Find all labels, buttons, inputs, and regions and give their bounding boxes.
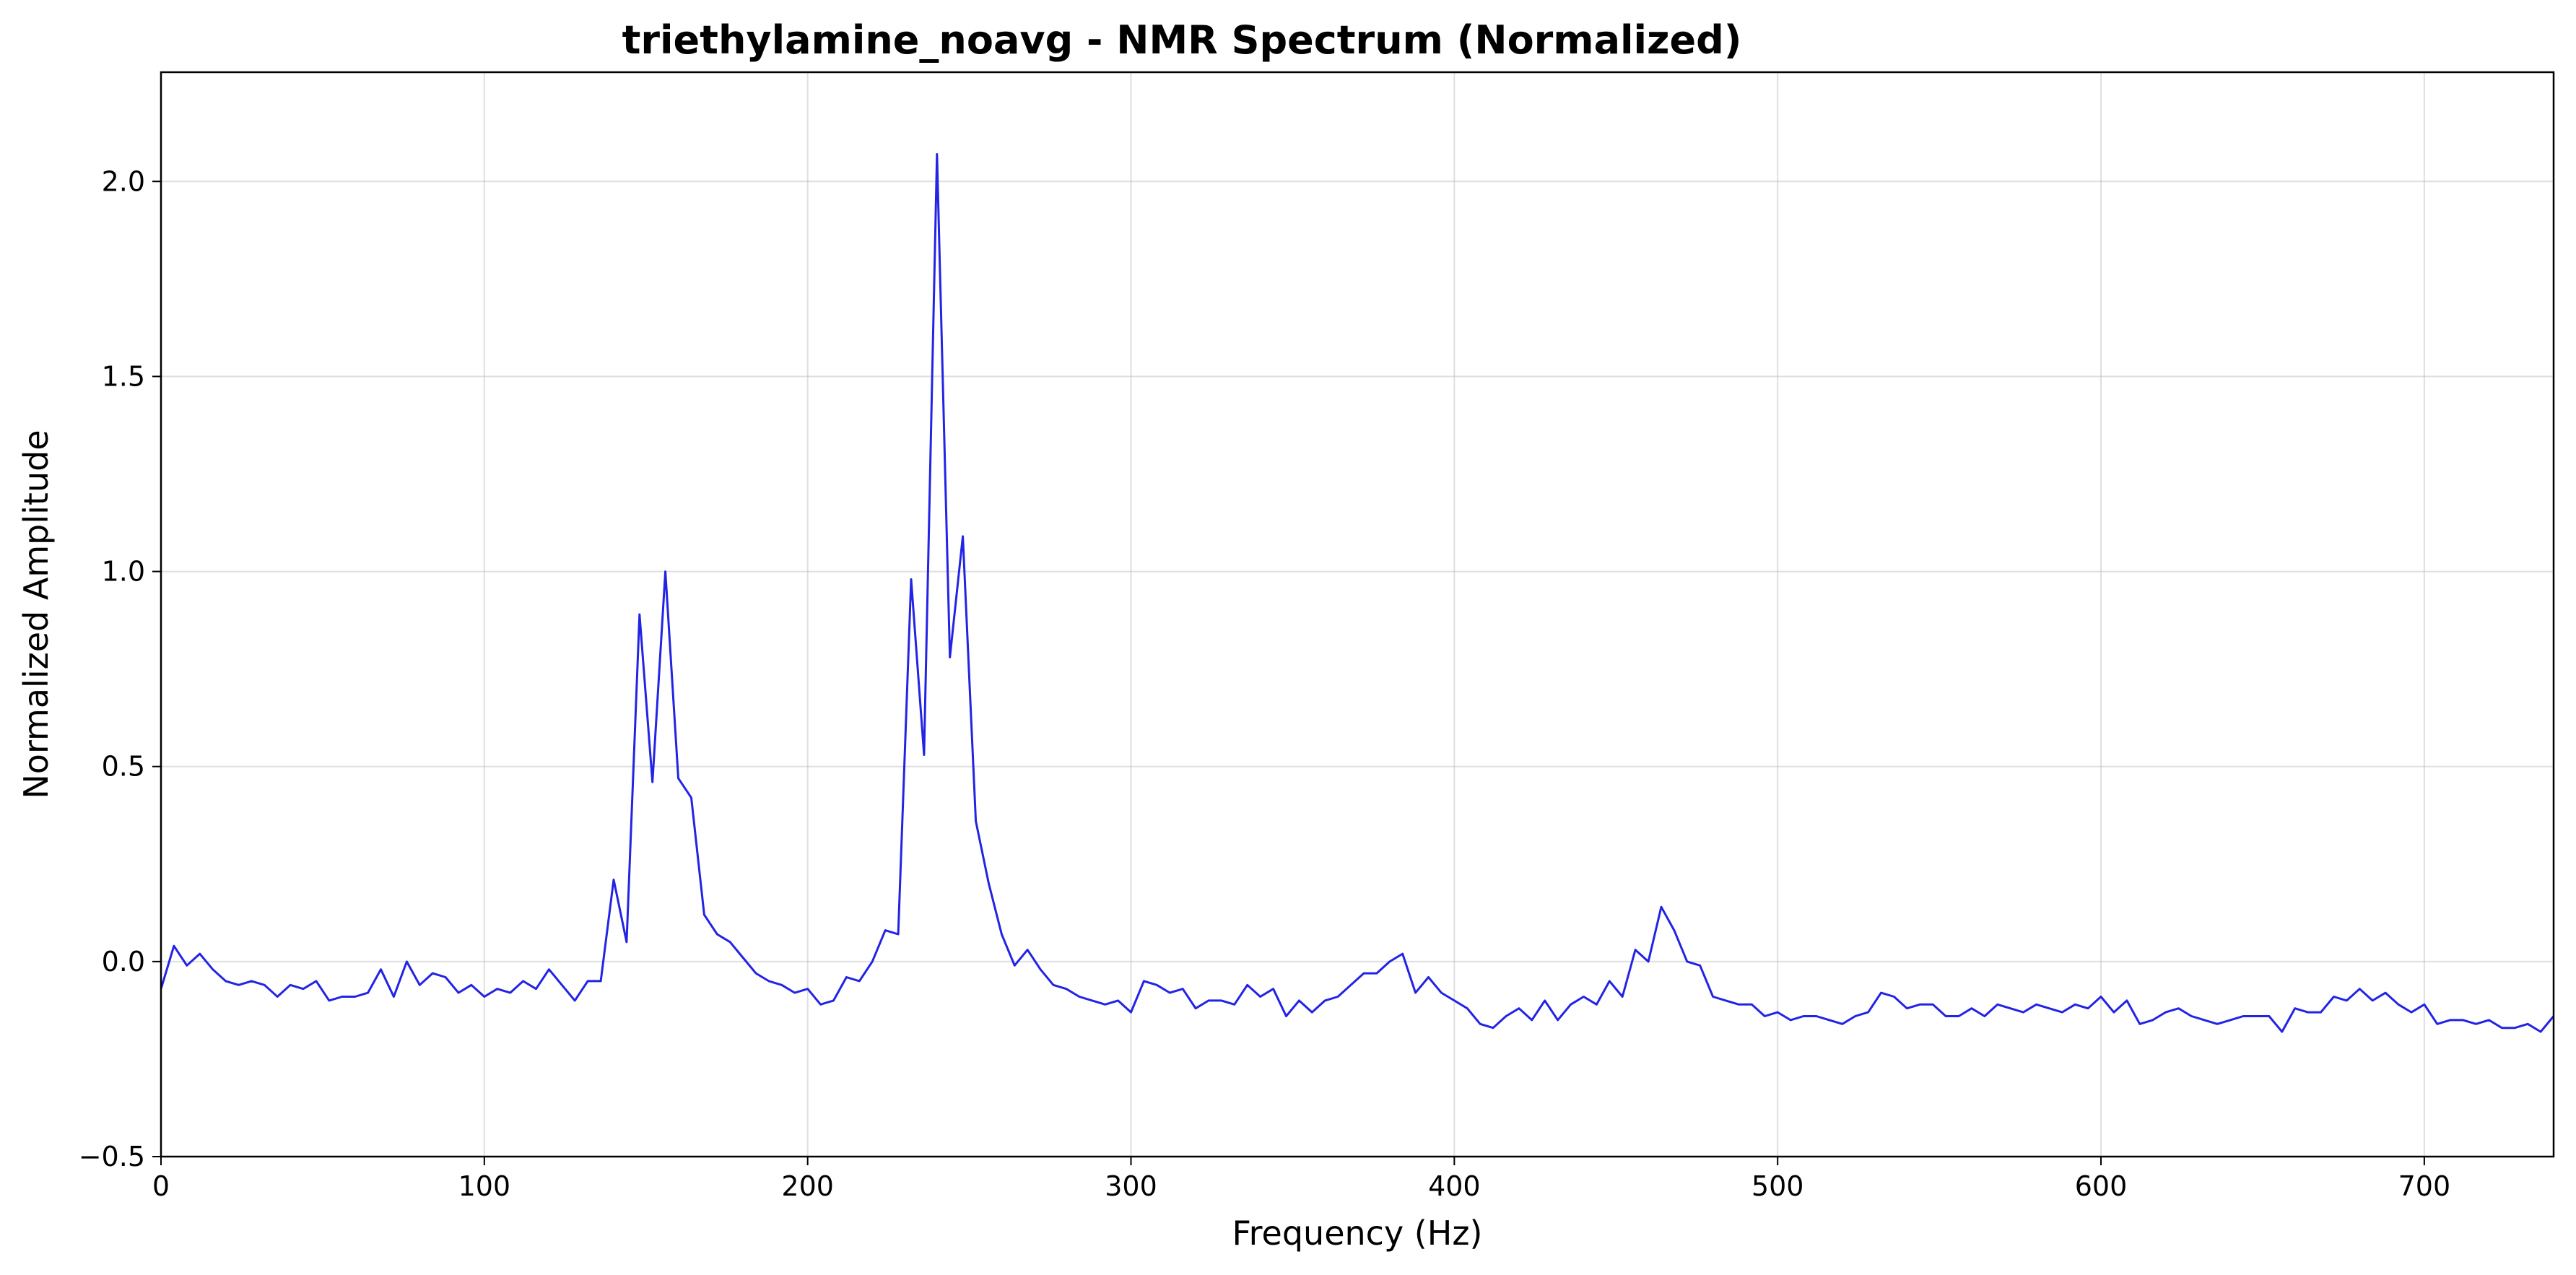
grid bbox=[160, 72, 2554, 1157]
spectrum-line bbox=[160, 153, 2555, 1033]
plot-frame bbox=[160, 71, 2555, 1158]
x-tick-label: 700 bbox=[2398, 1170, 2451, 1202]
plot-area bbox=[160, 153, 2555, 1033]
x-tick-label: 500 bbox=[1752, 1170, 1804, 1202]
x-tick-label: 0 bbox=[152, 1170, 170, 1202]
y-tick-label: 0.0 bbox=[102, 946, 145, 978]
y-tick-label: 2.0 bbox=[102, 165, 145, 197]
x-tick-label: 100 bbox=[458, 1170, 511, 1202]
y-tick-label: 0.5 bbox=[102, 751, 145, 783]
x-tick-label: 400 bbox=[1428, 1170, 1481, 1202]
y-tick-label: 1.0 bbox=[102, 556, 145, 588]
x-axis: 0 100 200 300 400 500 600 700 bbox=[152, 1157, 2450, 1202]
y-axis: −0.5 0.0 0.5 1.0 1.5 2.0 bbox=[79, 165, 161, 1172]
y-axis-label: Normalized Amplitude bbox=[17, 430, 56, 798]
x-axis-label: Frequency (Hz) bbox=[1232, 1214, 1483, 1253]
y-tick-label: −0.5 bbox=[79, 1141, 145, 1172]
x-tick-label: 200 bbox=[781, 1170, 834, 1202]
chart-title: triethylamine_noavg - NMR Spectrum (Norm… bbox=[622, 17, 1742, 63]
x-tick-label: 600 bbox=[2075, 1170, 2128, 1202]
x-tick-label: 300 bbox=[1105, 1170, 1157, 1202]
y-tick-label: 1.5 bbox=[102, 360, 145, 392]
